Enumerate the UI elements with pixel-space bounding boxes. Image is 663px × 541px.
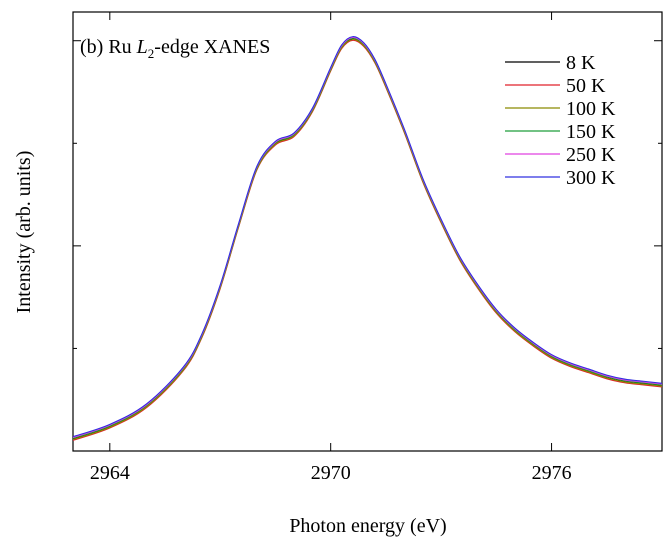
chart-title-suffix: -edge XANES: [154, 36, 270, 58]
chart-title-italic: L: [136, 36, 148, 58]
legend-label-3: 150 K: [566, 121, 616, 143]
chart-title-prefix: (b) Ru: [80, 36, 137, 58]
y-axis-label: Intensity (arb. units): [13, 151, 35, 314]
x-tick-label-0: 2964: [90, 462, 130, 484]
x-tick-labels: 2964 2970 2976: [90, 462, 572, 484]
x-tick-label-2: 2976: [532, 462, 572, 484]
legend-label-0: 8 K: [566, 52, 596, 74]
legend-label-4: 250 K: [566, 144, 616, 166]
x-axis-label: Photon energy (eV): [289, 515, 446, 537]
legend-label-5: 300 K: [566, 167, 616, 189]
chart-title-subscript: 2: [148, 46, 155, 61]
x-tick-label-1: 2970: [311, 462, 351, 484]
series-curves: [73, 36, 662, 441]
legend-label-2: 100 K: [566, 98, 616, 120]
chart-title: (b) Ru L2-edge XANES: [80, 36, 270, 61]
axis-ticks: [73, 12, 662, 452]
series-line-5: [73, 36, 662, 438]
legend-label-1: 50 K: [566, 75, 606, 97]
plot-frame: [72, 11, 663, 452]
